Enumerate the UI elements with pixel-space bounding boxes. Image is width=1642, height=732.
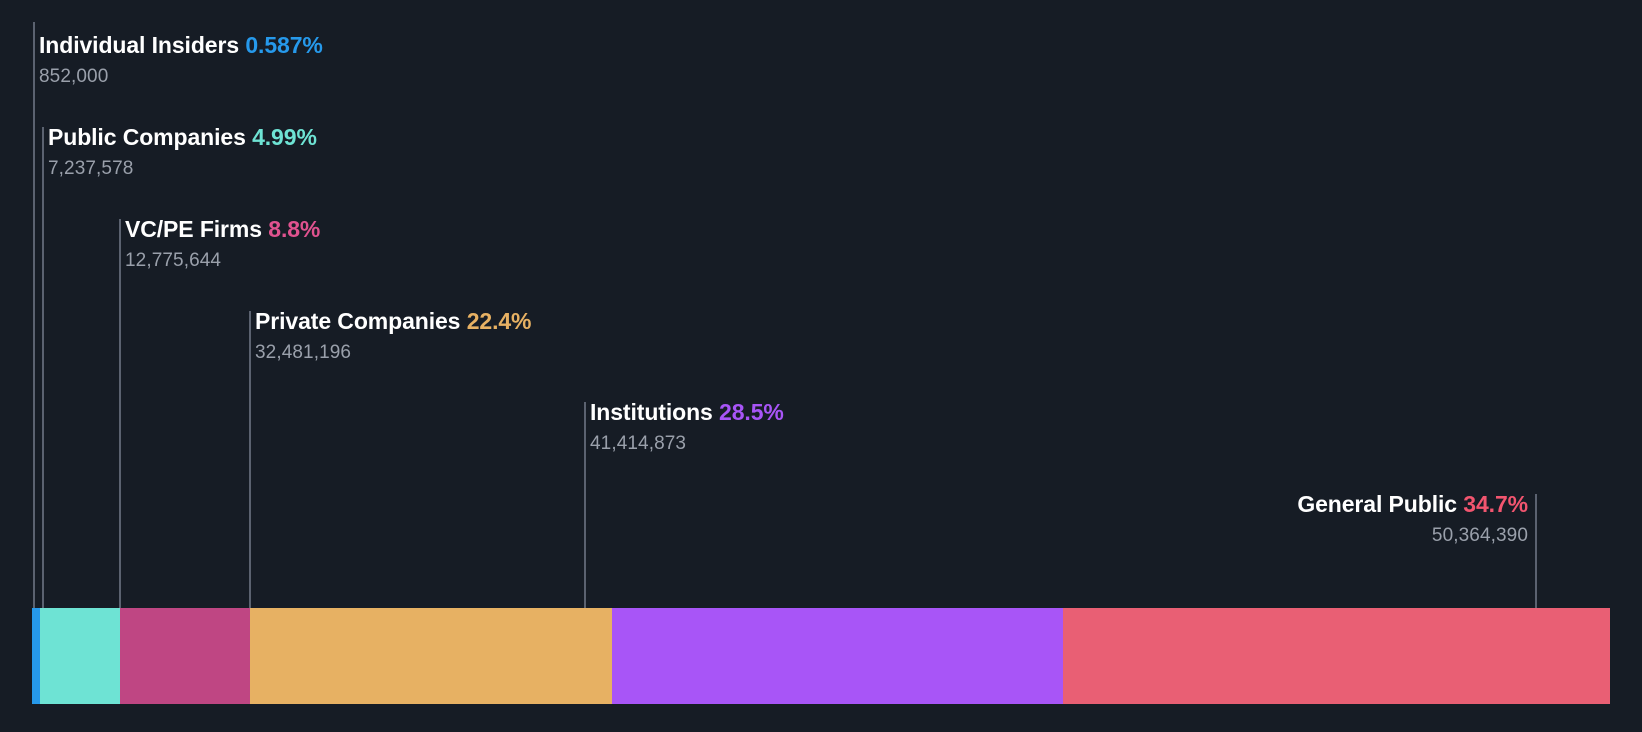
label-percent-public-companies: 4.99% bbox=[252, 124, 317, 150]
bar-segment-general-public[interactable] bbox=[1063, 608, 1610, 704]
label-shares-private-companies: 32,481,196 bbox=[255, 342, 352, 364]
label-name-individual-insiders: Individual Insiders bbox=[39, 32, 240, 58]
bar-segment-vc-pe-firms[interactable] bbox=[120, 608, 250, 704]
label-name-general-public: General Public bbox=[1297, 491, 1457, 517]
leader-line-vc-pe-firms bbox=[119, 219, 121, 608]
label-title-individual-insiders: Individual Insiders 0.587% bbox=[39, 33, 323, 57]
label-vc-pe-firms: VC/PE Firms 8.8% 12,775,644 bbox=[125, 217, 320, 271]
bar-segment-institutions[interactable] bbox=[612, 608, 1063, 704]
label-general-public: General Public 34.7% 50,364,390 bbox=[1297, 492, 1528, 546]
bar-segment-private-companies[interactable] bbox=[250, 608, 612, 704]
label-title-institutions: Institutions 28.5% bbox=[590, 400, 784, 424]
label-shares-vc-pe-firms: 12,775,644 bbox=[125, 250, 222, 272]
label-institutions: Institutions 28.5% 41,414,873 bbox=[590, 400, 784, 454]
label-shares-individual-insiders: 852,000 bbox=[39, 66, 109, 88]
label-title-public-companies: Public Companies 4.99% bbox=[48, 125, 317, 149]
label-title-vc-pe-firms: VC/PE Firms 8.8% bbox=[125, 217, 320, 241]
bar-segment-individual-insiders[interactable] bbox=[32, 608, 40, 704]
label-public-companies: Public Companies 4.99% 7,237,578 bbox=[48, 125, 317, 179]
label-percent-vc-pe-firms: 8.8% bbox=[268, 216, 321, 242]
label-title-private-companies: Private Companies 22.4% bbox=[255, 308, 532, 334]
label-shares-institutions: 41,414,873 bbox=[590, 433, 687, 455]
label-percent-individual-insiders: 0.587% bbox=[245, 32, 323, 58]
label-shares-public-companies: 7,237,578 bbox=[48, 158, 134, 180]
label-percent-institutions: 28.5% bbox=[719, 399, 784, 425]
leader-line-institutions bbox=[584, 402, 586, 608]
label-name-institutions: Institutions bbox=[590, 399, 713, 425]
leader-line-private-companies bbox=[249, 311, 251, 608]
stacked-bar bbox=[32, 608, 1610, 704]
label-percent-private-companies: 22.4% bbox=[466, 308, 532, 334]
leader-line-individual-insiders bbox=[33, 22, 35, 608]
bar-segment-public-companies[interactable] bbox=[40, 608, 120, 704]
label-percent-general-public: 34.7% bbox=[1463, 491, 1528, 517]
label-shares-general-public: 50,364,390 bbox=[1431, 525, 1528, 547]
leader-line-public-companies bbox=[42, 127, 44, 608]
label-name-vc-pe-firms: VC/PE Firms bbox=[125, 216, 262, 242]
label-title-general-public: General Public 34.7% bbox=[1297, 492, 1528, 516]
label-individual-insiders: Individual Insiders 0.587% 852,000 bbox=[39, 33, 323, 87]
label-name-public-companies: Public Companies bbox=[48, 124, 246, 150]
label-private-companies: Private Companies 22.4% 32,481,196 bbox=[255, 308, 532, 364]
label-name-private-companies: Private Companies bbox=[255, 308, 461, 334]
leader-line-general-public bbox=[1535, 494, 1537, 608]
